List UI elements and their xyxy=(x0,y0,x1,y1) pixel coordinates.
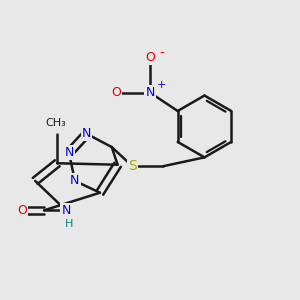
Text: N: N xyxy=(64,146,74,159)
Text: N: N xyxy=(145,86,155,99)
Text: O: O xyxy=(145,51,155,64)
Text: O: O xyxy=(17,204,27,217)
Text: +: + xyxy=(157,80,167,90)
Text: N: N xyxy=(61,204,71,217)
Text: CH₃: CH₃ xyxy=(45,118,66,128)
Text: H: H xyxy=(65,220,73,230)
Text: -: - xyxy=(159,47,164,61)
Text: N: N xyxy=(70,174,80,188)
Text: O: O xyxy=(111,86,121,99)
Text: N: N xyxy=(82,127,92,140)
Text: S: S xyxy=(128,159,137,173)
